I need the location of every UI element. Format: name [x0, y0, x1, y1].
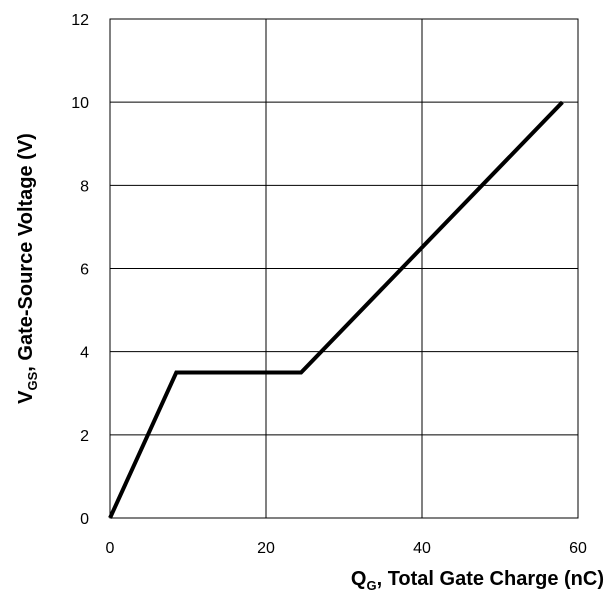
y-axis-title-main: V [15, 390, 37, 404]
x-axis-title-main: Q [351, 568, 367, 590]
x-tick-label: 0 [106, 540, 115, 557]
y-axis-title-subscript: GS [25, 371, 40, 390]
x-axis-title-rest: , Total Gate Charge (nC) [377, 568, 604, 590]
y-tick-labels: 0 2 4 6 8 10 12 [71, 12, 89, 528]
x-tick-label: 20 [257, 540, 275, 557]
series-layer [108, 100, 564, 519]
y-tick-label: 0 [80, 511, 89, 528]
x-axis-title-subscript: G [366, 578, 376, 593]
y-axis-title-rest: , Gate-Source Voltage (V) [15, 133, 37, 372]
x-tick-labels: 0 20 40 60 [106, 540, 587, 557]
y-tick-label: 12 [71, 12, 89, 29]
y-tick-label: 10 [71, 95, 89, 112]
y-tick-label: 8 [80, 178, 89, 195]
y-tick-label: 6 [80, 262, 89, 279]
y-axis-title: VGS, Gate-Source Voltage (V) [15, 133, 40, 404]
plot-frame [109, 18, 579, 519]
y-tick-label: 4 [80, 345, 89, 362]
series-line [108, 100, 564, 519]
x-tick-label: 40 [413, 540, 431, 557]
x-tick-label: 60 [569, 540, 587, 557]
y-tick-label: 2 [80, 428, 89, 445]
grid [110, 19, 578, 518]
x-axis-title: QG, Total Gate Charge (nC) [351, 568, 604, 593]
